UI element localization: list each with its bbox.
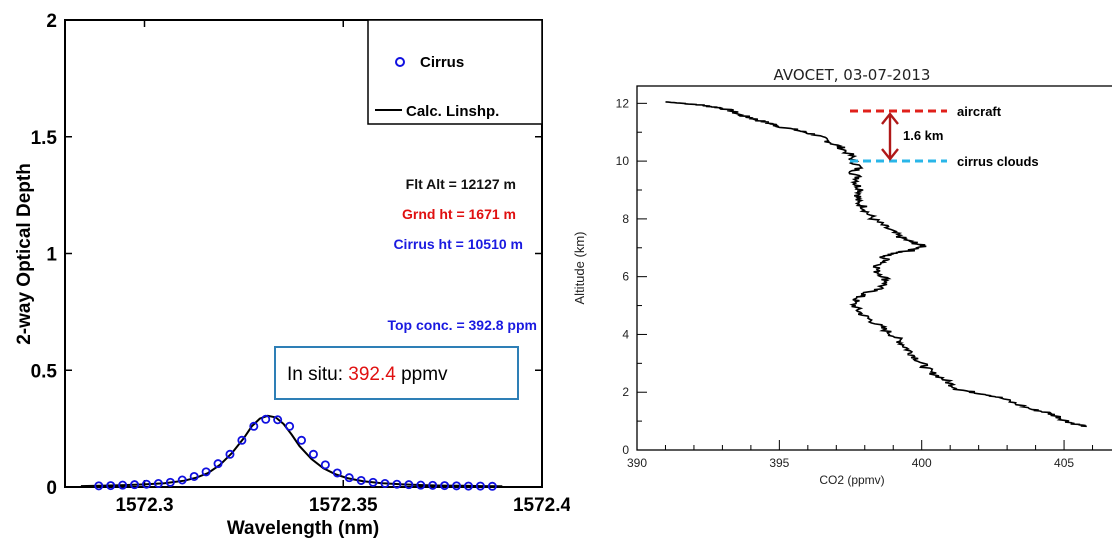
top-conc-annotation: Top conc. = 392.8 ppm [387,317,537,333]
cirrus-point [440,481,450,491]
chart-title: AVOCET, 03-07-2013 [774,66,931,84]
cirrus-point [416,480,426,490]
x-tick-label: 400 [912,456,932,470]
cirrus-point [94,481,104,491]
y-tick-label: 0 [46,478,57,499]
flt-alt-annotation: Flt Alt = 12127 m [406,176,516,192]
cirrus-point [153,478,163,488]
y-tick-label: 8 [622,212,629,226]
cirrus-point [285,421,295,431]
cirrus-point [356,475,366,485]
co2-profile-line [665,101,1087,428]
cirrus-point [106,481,116,491]
distance-label: 1.6 km [903,128,943,143]
y-tick-label: 2 [46,11,57,32]
x-tick-label: 395 [769,456,789,470]
aircraft-label: aircraft [957,104,1002,119]
co2-altitude-chart: AVOCET, 03-07-2013 0 2 4 6 8 10 12 390 395 400 40… [572,66,1112,487]
y-tick-label: 4 [622,327,629,341]
x-axis-label: CO2 (ppmv) [819,473,884,487]
x-tick-label: 1572.4 [513,495,570,516]
cirrus-point [380,478,390,488]
cirrus-point [475,481,485,491]
insitu-box: In situ: 392.4 ppmv [274,346,519,400]
y-axis-label: 2-way Optical Depth [14,163,35,345]
cirrus-point [344,473,354,483]
cirrus-point [332,468,342,478]
cirrus-point [428,480,438,490]
legend-calc-label: Calc. Linshp. [406,103,499,120]
cirrus-point [320,460,330,470]
distance-arrow [881,112,899,161]
x-axis-ticks: 1572.3 1572.35 1572.4 [115,20,570,516]
y-tick-label: 0 [622,443,629,457]
cirrus-ht-annotation: Cirrus ht = 10510 m [393,236,523,252]
optical-depth-chart: 0 0.5 1 1.5 2 1572.3 1572.35 1572.4 Cirrus Cal… [14,11,570,539]
cirrus-point [463,481,473,491]
x-tick-label: 390 [627,456,647,470]
cirrus-point [201,467,211,477]
cirrus-point [273,415,283,425]
y-tick-label: 0.5 [31,361,58,382]
cirrus-point [225,449,235,459]
cirrus-point [165,477,175,487]
cirrus-point [392,479,402,489]
y-tick-label: 12 [616,96,630,110]
cirrus-point [261,414,271,424]
calc-linshp-line [80,414,503,488]
plot-frame [636,85,1112,451]
y-axis-ticks: 0 0.5 1 1.5 2 [31,11,542,499]
y-tick-label: 6 [622,270,629,284]
x-axis-ticks: 390 395 400 405 [627,440,1094,470]
legend-cirrus-label: Cirrus [420,54,464,71]
cirrus-point [368,477,378,487]
y-axis-ticks: 0 2 4 6 8 10 12 [616,96,647,457]
x-axis-label: Wavelength (nm) [227,518,379,539]
cirrus-point [118,480,128,490]
insitu-prefix: In situ: [287,364,348,385]
cirrus-point [189,471,199,481]
svg-text:In situ: 392.4 ppmv: In situ: 392.4 ppmv [287,364,448,385]
cirrus-point [130,480,140,490]
y-tick-label: 2 [622,385,629,399]
cirrus-point [487,481,497,491]
y-tick-label: 1.5 [31,128,58,149]
cirrus-point [237,435,247,445]
cirrus-point [308,449,318,459]
cirrus-point [141,479,151,489]
insitu-value: 392.4 [348,364,396,385]
x-tick-label: 1572.3 [115,495,173,516]
cirrus-point [452,481,462,491]
y-axis-label: Altitude (km) [572,232,587,305]
x-tick-label: 405 [1054,456,1074,470]
insitu-suffix: ppmv [396,364,448,385]
cirrus-point [297,435,307,445]
y-tick-label: 1 [46,245,57,266]
y-tick-label: 10 [616,154,630,168]
cirrus-point [213,459,223,469]
grnd-ht-annotation: Grnd ht = 1671 m [402,206,516,222]
legend: Cirrus Calc. Linshp. [367,19,543,125]
cirrus-point [249,421,259,431]
cirrus-markers [94,414,497,491]
cirrus-point [177,475,187,485]
cirrus-clouds-label: cirrus clouds [957,154,1039,169]
cirrus-point [404,480,414,490]
legend-cirrus-marker [395,57,405,67]
x-tick-label: 1572.35 [309,495,378,516]
